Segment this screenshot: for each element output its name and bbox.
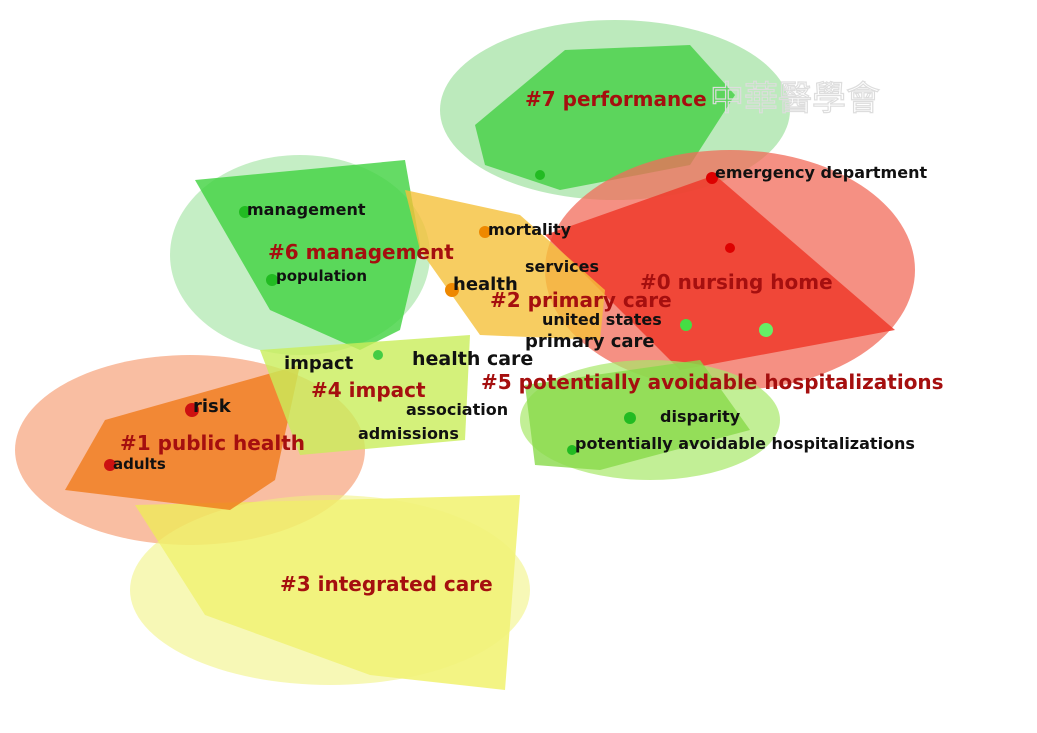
cluster-area [525, 360, 750, 470]
keyword: united states [542, 310, 662, 329]
watermark: 中華醫學會 [710, 79, 880, 119]
node [239, 206, 251, 218]
keyword: services [525, 257, 599, 276]
keyword: population [276, 267, 367, 285]
keyword: emergency department [715, 163, 927, 182]
node [479, 226, 491, 238]
cluster-label: #0 nursing home [640, 270, 833, 294]
node [725, 243, 735, 253]
keyword: mortality [488, 220, 572, 239]
node [104, 459, 116, 471]
nodes [104, 170, 773, 471]
cluster-labels: #0 nursing home #1 public health #2 prim… [120, 87, 944, 596]
keyword: management [247, 200, 366, 219]
cluster-label: #2 primary care [490, 288, 672, 312]
cluster-area [545, 175, 895, 370]
node [535, 170, 545, 180]
cluster-area [405, 190, 605, 340]
keyword: association [406, 400, 508, 419]
keyword: admissions [358, 424, 459, 443]
halo [130, 495, 530, 685]
node [445, 283, 459, 297]
node [185, 403, 199, 417]
cluster-areas [15, 20, 915, 690]
keyword: health care [412, 348, 533, 370]
keyword: disparity [660, 407, 741, 426]
cluster-label: #1 public health [120, 431, 305, 455]
node [624, 412, 636, 424]
keyword: primary care [525, 331, 655, 352]
node [759, 323, 773, 337]
cluster-label: #6 management [268, 240, 454, 264]
cluster-area [195, 160, 420, 350]
cluster-label: #7 performance [525, 87, 707, 111]
keywords: emergency department management mortalit… [113, 163, 927, 473]
cluster-label: #4 impact [311, 378, 426, 402]
node [266, 274, 278, 286]
keyword: adults [113, 455, 166, 473]
cluster-area [65, 365, 300, 510]
cluster-area [260, 335, 470, 455]
keyword: potentially avoidable hospitalizations [575, 434, 915, 453]
keyword: impact [284, 353, 354, 374]
node [680, 319, 692, 331]
cluster-area [475, 45, 735, 190]
node [373, 350, 383, 360]
keyword: risk [193, 396, 232, 417]
cluster-label: #5 potentially avoidable hospitalization… [481, 370, 944, 394]
cluster-label: #3 integrated care [280, 572, 493, 596]
node [706, 172, 718, 184]
node [567, 445, 577, 455]
keyword: health [453, 274, 518, 295]
